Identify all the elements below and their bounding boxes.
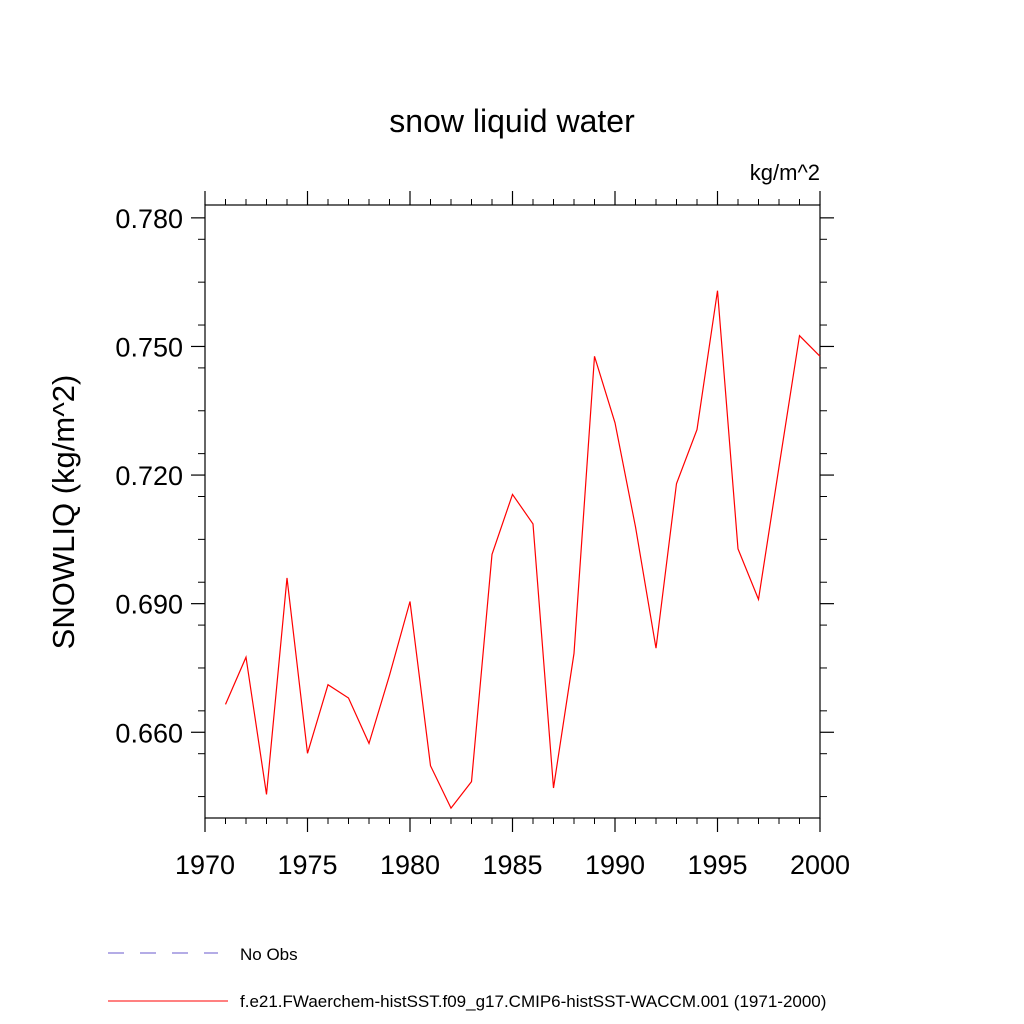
y-tick-label: 0.660 xyxy=(115,718,183,748)
x-tick-label: 1995 xyxy=(687,850,747,880)
x-tick-label: 1980 xyxy=(380,850,440,880)
y-axis: 0.660 0.690 0.720 0.750 0.780 xyxy=(115,204,834,798)
y-tick-label: 0.720 xyxy=(115,461,183,491)
y-tick-label: 0.750 xyxy=(115,332,183,362)
x-tick-label: 2000 xyxy=(790,850,850,880)
legend-label-no-obs: No Obs xyxy=(240,945,298,964)
x-tick-label: 1990 xyxy=(585,850,645,880)
units-label: kg/m^2 xyxy=(750,160,820,185)
x-tick-label: 1975 xyxy=(277,850,337,880)
legend-label-model-run: f.e21.FWaerchem-histSST.f09_g17.CMIP6-hi… xyxy=(240,992,826,1011)
plot-frame xyxy=(204,204,821,819)
legend: No Obs f.e21.FWaerchem-histSST.f09_g17.C… xyxy=(108,945,826,1011)
y-tick-label: 0.780 xyxy=(115,204,183,234)
series-layer xyxy=(224,290,821,810)
x-axis: 1970 1975 1980 1985 1990 1995 2000 xyxy=(175,191,850,880)
x-tick-label: 1970 xyxy=(175,850,235,880)
x-tick-label: 1985 xyxy=(482,850,542,880)
series-line xyxy=(224,290,821,810)
y-axis-label: SNOWLIQ (kg/m^2) xyxy=(46,375,81,650)
chart-title: snow liquid water xyxy=(389,103,635,139)
y-tick-label: 0.690 xyxy=(115,590,183,620)
